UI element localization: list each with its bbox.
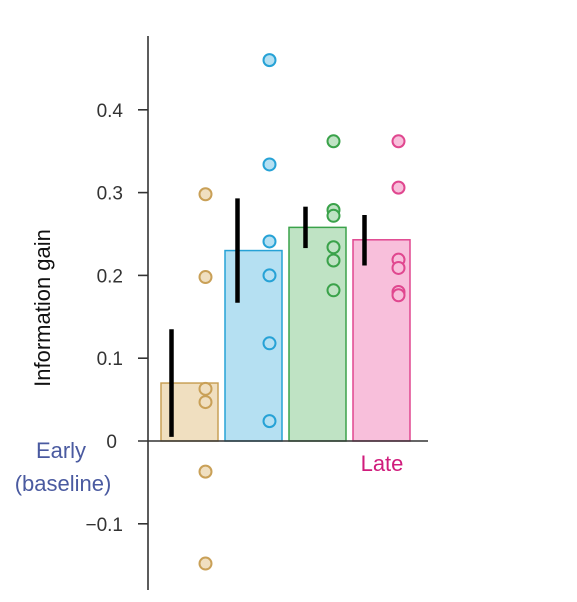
y-tick-label: 0.4 [97, 101, 124, 122]
data-point [198, 270, 213, 285]
y-tick-label: 0 [106, 432, 117, 453]
data-point [262, 336, 277, 351]
data-point [262, 53, 277, 68]
y-axis-title: Information gain [30, 229, 55, 387]
data-point [391, 260, 406, 275]
data-point [391, 288, 406, 303]
data-point [326, 253, 341, 268]
early-annotation-line2: (baseline) [15, 471, 112, 496]
bars-layer [160, 226, 411, 442]
data-point [198, 381, 213, 396]
data-point [326, 283, 341, 298]
points-layer [198, 53, 406, 571]
data-point [198, 187, 213, 202]
data-point [198, 464, 213, 479]
early-annotation-line1: Early [36, 438, 86, 463]
data-point [262, 234, 277, 249]
data-point [326, 240, 341, 255]
data-point [198, 556, 213, 571]
data-point [198, 395, 213, 410]
data-point [326, 134, 341, 149]
y-tick-label: 0.1 [97, 349, 123, 370]
late-annotation: Late [361, 451, 404, 476]
data-point [262, 268, 277, 283]
data-point [262, 157, 277, 172]
axes-layer [138, 36, 428, 590]
data-point [391, 180, 406, 195]
error-bars-layer [169, 198, 367, 437]
y-tick-label: 0.2 [97, 266, 123, 287]
data-point [262, 414, 277, 429]
data-point [391, 134, 406, 149]
y-ticks-layer: −0.1 0 0.1 0.2 0.3 0.4 [85, 101, 148, 536]
data-point [326, 208, 341, 223]
y-tick-label: 0.3 [97, 184, 123, 205]
y-tick-label: −0.1 [85, 515, 123, 536]
